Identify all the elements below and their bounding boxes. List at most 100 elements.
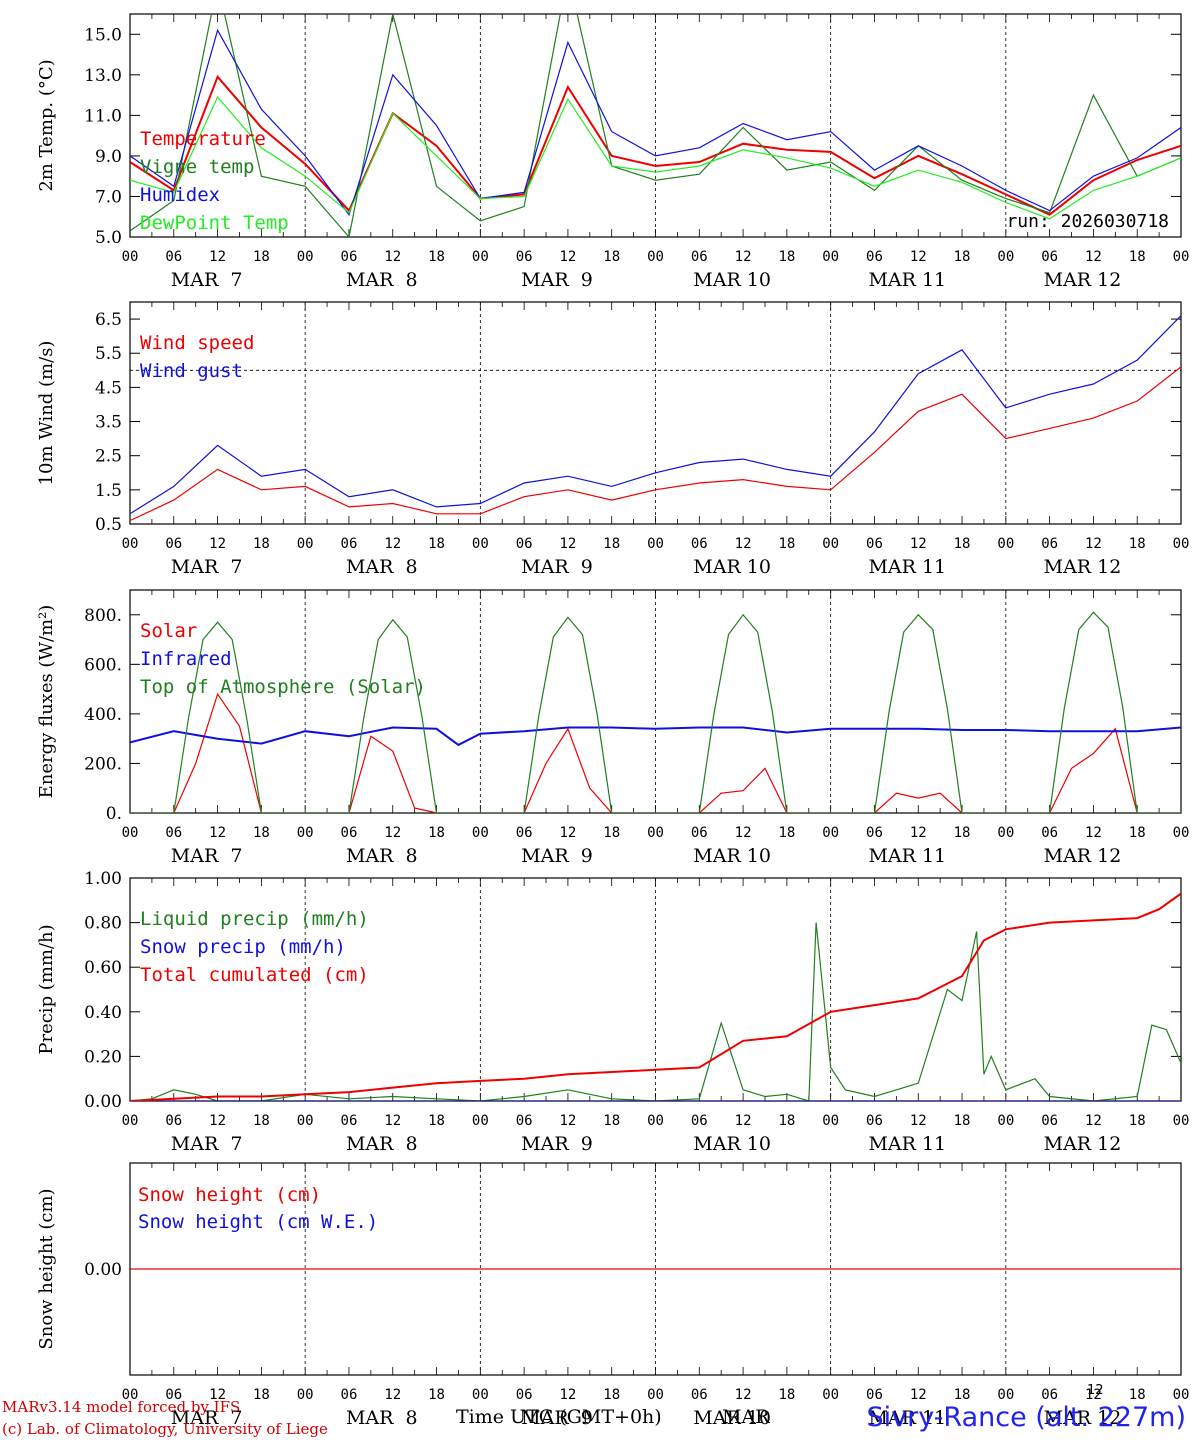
day-label: MAR 7 [171,556,243,578]
day-label: MAR 12 [1044,1133,1122,1155]
y-tick-label: 7.0 [95,187,122,207]
legend-entry: Wind gust [140,360,243,382]
x-tick-label: 06 [165,825,182,841]
x-tick-label: 00 [997,825,1014,841]
x-tick-label: 00 [122,249,139,265]
x-tick-label: 12 [384,536,401,552]
y-tick-label: 6.5 [95,310,122,330]
x-tick-label: 18 [603,1387,620,1403]
day-label: MAR 8 [346,845,418,867]
y-tick-label: 0.00 [84,1092,122,1112]
y-tick-label: 800. [84,606,122,626]
legend-entry: Wind speed [140,332,254,354]
panel-2: 0.5 1.5 2.5 3.5 4.5 5.5 6.5 10m Wind (m/s) 00 06 1… [36,301,1189,578]
x-tick-label: 12 [1085,1387,1102,1403]
x-tick-label: 00 [997,536,1014,552]
day-label: MAR 10 [693,269,771,291]
x-tick-label: 18 [253,1113,270,1129]
day-label: MAR 8 [346,1133,418,1155]
y-tick-label: 0.80 [84,914,122,934]
station-title: Sivry-Rance (alt. 227m) [866,1402,1186,1433]
x-tick-label: 18 [428,825,445,841]
y-axis-label: 10m Wind (m/s) [36,341,57,486]
x-tick-label: 06 [341,1113,358,1129]
y-axis-label: Energy fluxes (W/m²) [36,605,57,799]
legend-entry: Temperature [140,128,266,150]
x-tick-label: 12 [384,249,401,265]
x-tick-label: 18 [954,825,971,841]
plot-area [130,611,1181,813]
y-tick-label: 5.5 [95,344,122,364]
day-label: MAR 7 [171,845,243,867]
x-tick-label: 12 [384,1113,401,1129]
y-axis-label: Precip (mm/h) [36,924,57,1054]
x-tick-label: 12 [735,1387,752,1403]
x-tick-label: 12 [209,1113,226,1129]
x-tick-label: 06 [866,825,883,841]
y-tick-label: 5.0 [95,228,122,248]
x-tick-label: 00 [647,825,664,841]
x-tick-label: 18 [428,1113,445,1129]
x-tick-label: 12 [910,825,927,841]
x-tick-label: 18 [778,249,795,265]
legend-entry: Snow height (cm) [138,1184,321,1206]
y-tick-label: 200. [84,754,122,774]
day-label: MAR 12 [1044,269,1122,291]
panel-frame [129,589,1182,814]
day-label: MAR 7 [171,269,243,291]
x-tick-label: 18 [1129,1387,1146,1403]
x-tick-label: 18 [253,825,270,841]
x-tick-label: 18 [954,1113,971,1129]
x-tick-label: 18 [1129,249,1146,265]
x-tick-label: 00 [997,1387,1014,1403]
x-tick-label: 00 [647,536,664,552]
x-tick-label: 06 [1041,825,1058,841]
y-tick-label: 600. [84,655,122,675]
x-tick-label: 12 [209,825,226,841]
x-tick-label: 06 [866,536,883,552]
x-tick-label: 18 [1129,825,1146,841]
y-tick-label: 13.0 [84,66,122,86]
legend-entry: Snow precip (mm/h) [140,936,346,958]
x-tick-label: 00 [472,1113,489,1129]
day-label: MAR 9 [521,1133,593,1155]
panel-5: 0.00 Snow height (cm) 00 06 12 18 00 06 12 18 00 06… [36,1162,1190,1429]
x-tick-label: 00 [472,825,489,841]
y-tick-label: 4.5 [95,378,122,398]
x-tick-label: 12 [735,825,752,841]
x-tick-label: 18 [428,249,445,265]
x-tick-label: 18 [954,249,971,265]
x-tick-label: 00 [1173,1387,1190,1403]
day-label: MAR 12 [1044,556,1122,578]
x-tick-label: 12 [1085,249,1102,265]
x-tick-label: 18 [603,536,620,552]
day-label: MAR 11 [868,1407,946,1429]
x-tick-label: 18 [603,249,620,265]
x-tick-label: 18 [603,825,620,841]
legend-entry: Liquid precip (mm/h) [140,908,369,930]
x-tick-label: 18 [778,825,795,841]
x-tick-label: 00 [822,1113,839,1129]
x-tick-label: 18 [778,1113,795,1129]
x-tick-label: 12 [559,249,576,265]
x-tick-label: 12 [735,536,752,552]
y-tick-label: 3.5 [95,413,122,433]
y-tick-label: 0.00 [84,1260,122,1280]
y-tick-label: 0.60 [84,958,122,978]
x-tick-label: 06 [1041,1113,1058,1129]
x-tick-label: 12 [1085,1113,1102,1129]
x-tick-label: 12 [559,536,576,552]
x-tick-label: 06 [691,825,708,841]
x-tick-label: 06 [165,536,182,552]
y-tick-label: 400. [84,705,122,725]
x-tick-label: 12 [910,249,927,265]
plot-area [130,315,1181,522]
y-tick-label: 9.0 [95,147,122,167]
day-label: MAR 12 [1044,845,1122,867]
day-label: MAR 10 [693,556,771,578]
x-tick-label: 00 [822,536,839,552]
x-tick-label: 00 [472,1387,489,1403]
x-tick-label: 18 [1129,536,1146,552]
x-tick-label: 06 [341,1387,358,1403]
x-tick-label: 06 [516,536,533,552]
